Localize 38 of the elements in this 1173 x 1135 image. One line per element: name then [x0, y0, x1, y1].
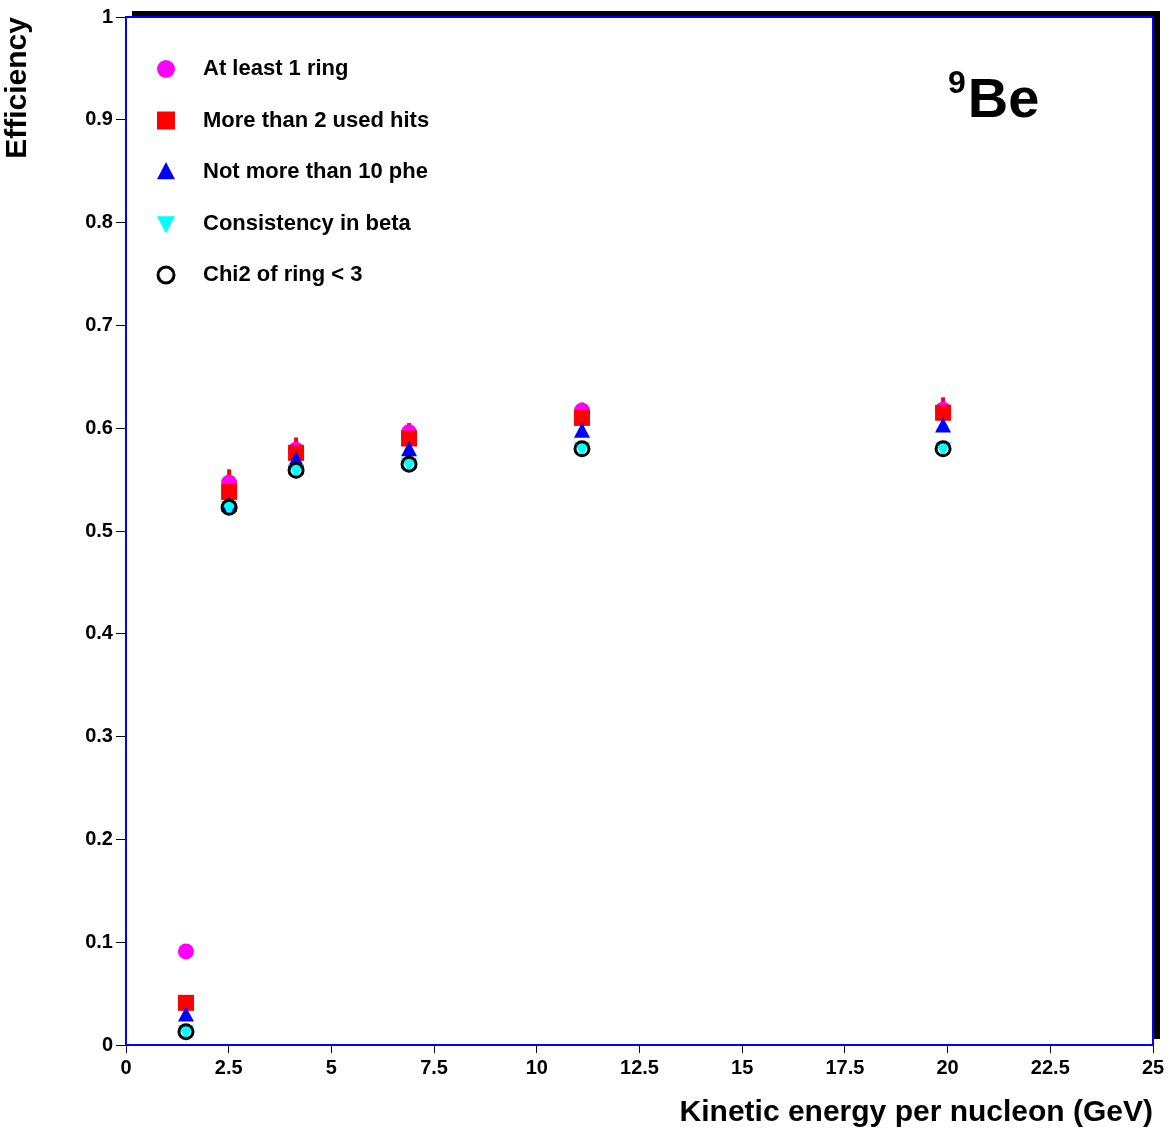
x-tick-label: 20 — [936, 1055, 959, 1078]
legend-label: More than 2 used hits — [203, 106, 430, 132]
y-tick-label: 0.6 — [85, 415, 113, 438]
point — [935, 417, 952, 433]
x-tick-label: 7.5 — [420, 1055, 449, 1078]
y-tick-label: 0.7 — [85, 312, 113, 335]
y-tick-label: 0 — [101, 1032, 113, 1055]
point — [177, 994, 194, 1011]
x-tick-label: 2.5 — [214, 1055, 243, 1078]
y-tick-label: 0.1 — [85, 929, 113, 952]
y-axis-title: Efficiency — [0, 16, 33, 159]
x-tick-label: 12.5 — [620, 1055, 659, 1078]
y-tick-label: 0.9 — [85, 107, 113, 130]
x-tick-label: 5 — [325, 1055, 337, 1078]
point — [221, 483, 238, 500]
x-tick-label: 22.5 — [1030, 1055, 1070, 1078]
point — [573, 409, 590, 426]
y-tick-label: 0.5 — [85, 518, 113, 541]
x-tick-label: 25 — [1141, 1055, 1165, 1078]
x-tick-label: 15 — [731, 1055, 754, 1078]
y-tick-label: 0.8 — [85, 210, 113, 233]
x-axis-title: Kinetic energy per nucleon (GeV) — [679, 1094, 1153, 1128]
x-tick-label: 10 — [525, 1055, 548, 1078]
y-tick-label: 1 — [101, 4, 113, 27]
point — [177, 943, 194, 960]
point — [573, 422, 590, 438]
point — [401, 430, 418, 447]
legend-label: Not more than 10 phe — [203, 158, 428, 184]
legend-label: Consistency in beta — [203, 209, 412, 235]
x-tick-label: 0 — [120, 1055, 132, 1078]
y-tick-label: 0.4 — [85, 621, 114, 644]
legend-label: Chi2 of ring < 3 — [203, 261, 363, 287]
point — [177, 1006, 194, 1022]
legend-label: At least 1 ring — [203, 55, 349, 81]
point — [401, 440, 418, 457]
y-tick-label: 0.2 — [85, 826, 113, 849]
y-tick-label: 0.3 — [85, 724, 113, 747]
x-tick-label: 17.5 — [825, 1055, 865, 1078]
